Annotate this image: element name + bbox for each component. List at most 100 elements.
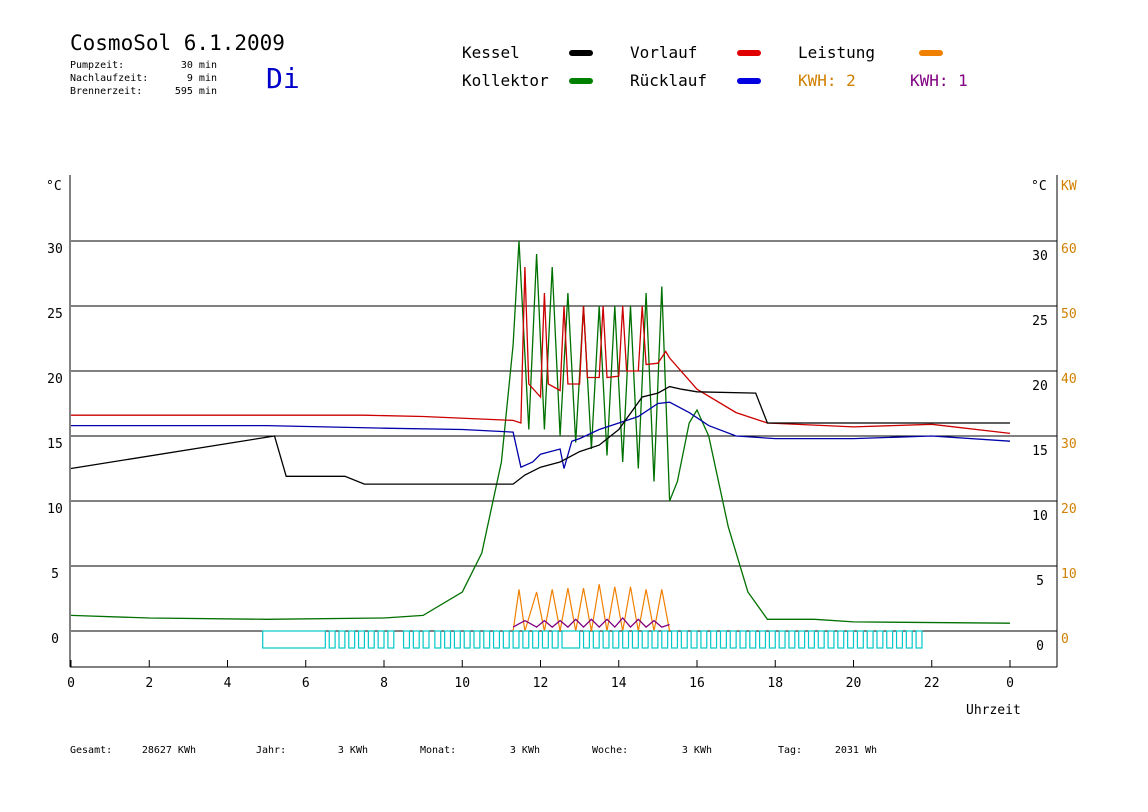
kwh-label: KWH: 1 xyxy=(910,71,968,90)
pump-pulse xyxy=(895,630,904,649)
pump-pulse xyxy=(434,630,442,649)
y-tick-label-left: 0 xyxy=(51,632,59,647)
legend-label: Leistung xyxy=(798,43,875,62)
pump-pulse xyxy=(357,630,366,649)
pump-pulse xyxy=(551,630,559,649)
grid xyxy=(71,240,1057,632)
kw-tick-label: 30 xyxy=(1061,437,1077,452)
series-kwh1 xyxy=(512,617,670,629)
pump-pulse xyxy=(915,630,923,649)
x-tick-label: 2 xyxy=(145,676,153,691)
y-tick-label-right: 5 xyxy=(1036,574,1044,589)
pump-pulse xyxy=(377,630,385,649)
stat-value: 595 min xyxy=(175,86,217,97)
x-tick-label: 0 xyxy=(67,676,75,691)
pump-pulse xyxy=(710,630,718,649)
pump-pulse xyxy=(522,630,530,649)
pump-pulse xyxy=(729,630,737,649)
kw-tick-label: 60 xyxy=(1061,242,1077,257)
series-leistung xyxy=(512,584,671,632)
pump-pulse xyxy=(387,630,395,649)
pump-pulse xyxy=(502,630,510,649)
x-tick-label: 6 xyxy=(302,676,310,691)
footer-label: Jahr: xyxy=(256,745,286,756)
y-tick-label-left: 20 xyxy=(47,372,63,387)
kw-tick-label: 20 xyxy=(1061,502,1077,517)
pump-pulse xyxy=(641,630,649,649)
pump-pulse xyxy=(532,630,540,649)
y-tick-label-right: 0 xyxy=(1036,639,1044,654)
pump-pulse xyxy=(348,630,356,649)
y-tick-label-left: 30 xyxy=(47,242,63,257)
stat-value: 30 min xyxy=(181,60,217,71)
pump-pulse xyxy=(483,630,491,649)
legend-label: Vorlauf xyxy=(630,43,697,62)
right-axis-unit: °C xyxy=(1031,179,1047,194)
pump-pulse xyxy=(602,630,610,649)
pump-pulse xyxy=(338,630,346,649)
pump-pulse xyxy=(582,630,591,649)
pump-pulse xyxy=(758,630,767,649)
footer-totals: Gesamt: 28627 KWh Jahr: 3 KWh Monat: 3 KWh Woc… xyxy=(70,745,877,756)
pump-pulse xyxy=(651,630,659,649)
y-tick-label-right: 20 xyxy=(1032,379,1048,394)
y-tick-label-left: 5 xyxy=(51,567,59,582)
pump-pulse xyxy=(367,630,375,649)
y-tick-label-right: 30 xyxy=(1032,249,1048,264)
x-tick-label: 12 xyxy=(533,676,549,691)
pump-pulse xyxy=(492,630,501,649)
series-kollektor xyxy=(70,240,1011,624)
pump-pulse xyxy=(788,630,796,649)
stat-value: 9 min xyxy=(187,73,217,84)
left-axis-unit: °C xyxy=(46,179,62,194)
pump-signal xyxy=(262,630,923,649)
pump-pulse xyxy=(444,630,452,649)
pump-pulse xyxy=(680,630,688,649)
y-tick-label-left: 10 xyxy=(47,502,63,517)
day-label: Di xyxy=(266,62,300,95)
pump-pulse xyxy=(847,630,855,649)
pump-pulse xyxy=(866,630,874,649)
legend-label: Rücklauf xyxy=(630,71,707,90)
kw-tick-label: 50 xyxy=(1061,307,1077,322)
x-tick-label: 0 xyxy=(1006,676,1014,691)
x-axis-label: Uhrzeit xyxy=(966,703,1021,718)
footer-label: Woche: xyxy=(592,745,628,756)
page-title: CosmoSol 6.1.2009 xyxy=(70,31,285,55)
y-tick-label-right: 10 xyxy=(1032,509,1048,524)
pump-pulse xyxy=(817,630,825,649)
kw-axis-unit: KW xyxy=(1061,179,1077,194)
legend-label: Kollektor xyxy=(462,71,549,90)
series-ruecklauf xyxy=(71,401,1011,469)
x-tick-label: 14 xyxy=(611,676,627,691)
stat-label: Brennerzeit: xyxy=(70,86,142,97)
pump-pulse xyxy=(328,630,336,649)
pump-pulse xyxy=(402,630,411,649)
pump-pulse xyxy=(473,630,481,649)
axes: 0 2 4 6 8 10 12 14 16 18 20 22 0 0 5 10 15 20 25 30 0 5 10 15 20… xyxy=(47,175,1077,691)
x-tick-label: 20 xyxy=(846,676,862,691)
footer-value: 3 KWh xyxy=(510,745,540,756)
pump-pulse xyxy=(905,630,913,649)
y-tick-label-left: 15 xyxy=(47,437,63,452)
footer-value: 28627 KWh xyxy=(142,745,196,756)
stat-label: Pumpzeit: xyxy=(70,60,124,71)
pump-pulse xyxy=(463,630,471,649)
series-kessel xyxy=(70,385,1010,485)
pump-pulse xyxy=(749,630,757,649)
x-tick-label: 10 xyxy=(454,676,470,691)
pump-pulse xyxy=(719,630,727,649)
x-tick-label: 18 xyxy=(767,676,783,691)
x-tick-label: 8 xyxy=(380,676,388,691)
pump-pulse xyxy=(541,630,549,649)
legend: Kessel Vorlauf Leistung Kollektor Rücklauf KW… xyxy=(462,43,968,90)
footer-label: Monat: xyxy=(420,745,456,756)
kw-tick-label: 0 xyxy=(1061,632,1069,647)
pump-pulse xyxy=(768,630,776,649)
pump-pulse xyxy=(876,630,884,649)
pump-pulse xyxy=(661,630,669,649)
y-tick-label-right: 25 xyxy=(1032,314,1048,329)
kwh-label: KWH: 2 xyxy=(798,71,856,90)
y-tick-label-left: 25 xyxy=(47,307,63,322)
x-tick-label: 4 xyxy=(224,676,232,691)
